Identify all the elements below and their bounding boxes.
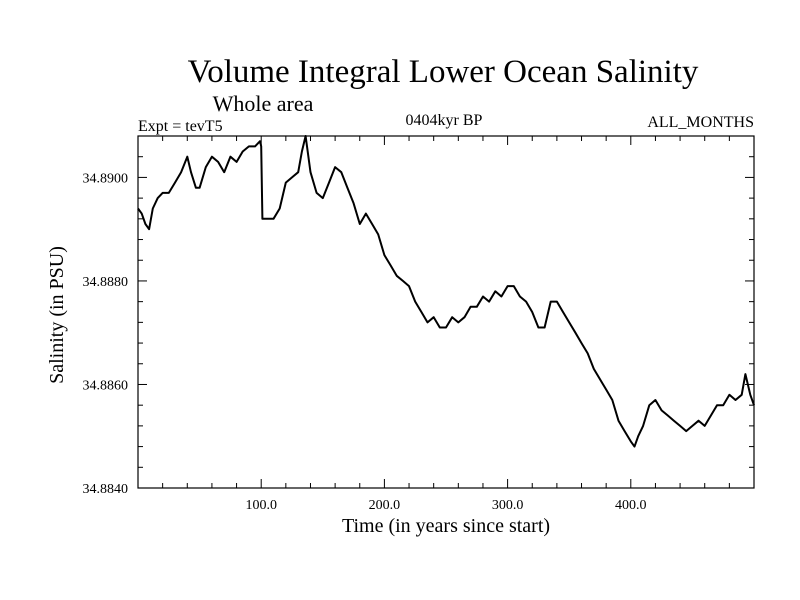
x-axis-tick-labels: 100.0 200.0 300.0 400.0 [245, 498, 646, 513]
y-tick-label: 34.8900 [83, 171, 129, 186]
y-tick-label: 34.8840 [83, 482, 129, 497]
x-tick-label: 300.0 [492, 498, 524, 513]
x-tick-label: 200.0 [369, 498, 401, 513]
y-tick-label: 34.8860 [83, 378, 129, 393]
chart-subtitle: Whole area [213, 91, 314, 116]
x-tick-label: 400.0 [615, 498, 647, 513]
plot-frame [137, 135, 755, 489]
experiment-label: Expt = tevT5 [138, 118, 223, 135]
y-tick-label: 34.8880 [83, 275, 129, 290]
y-axis-tick-labels: 34.8840 34.8860 34.8880 34.8900 [83, 171, 129, 497]
x-axis-title: Time (in years since start) [342, 515, 550, 537]
y-axis-title: Salinity (in PSU) [46, 246, 68, 384]
months-label: ALL_MONTHS [647, 114, 754, 131]
y-axis-ticks [138, 156, 754, 468]
x-tick-label: 100.0 [245, 498, 277, 513]
salinity-series-line [137, 135, 755, 448]
chart-title: Volume Integral Lower Ocean Salinity [188, 54, 699, 90]
x-axis-ticks [162, 136, 730, 488]
period-label: 0404kyr BP [406, 112, 483, 129]
